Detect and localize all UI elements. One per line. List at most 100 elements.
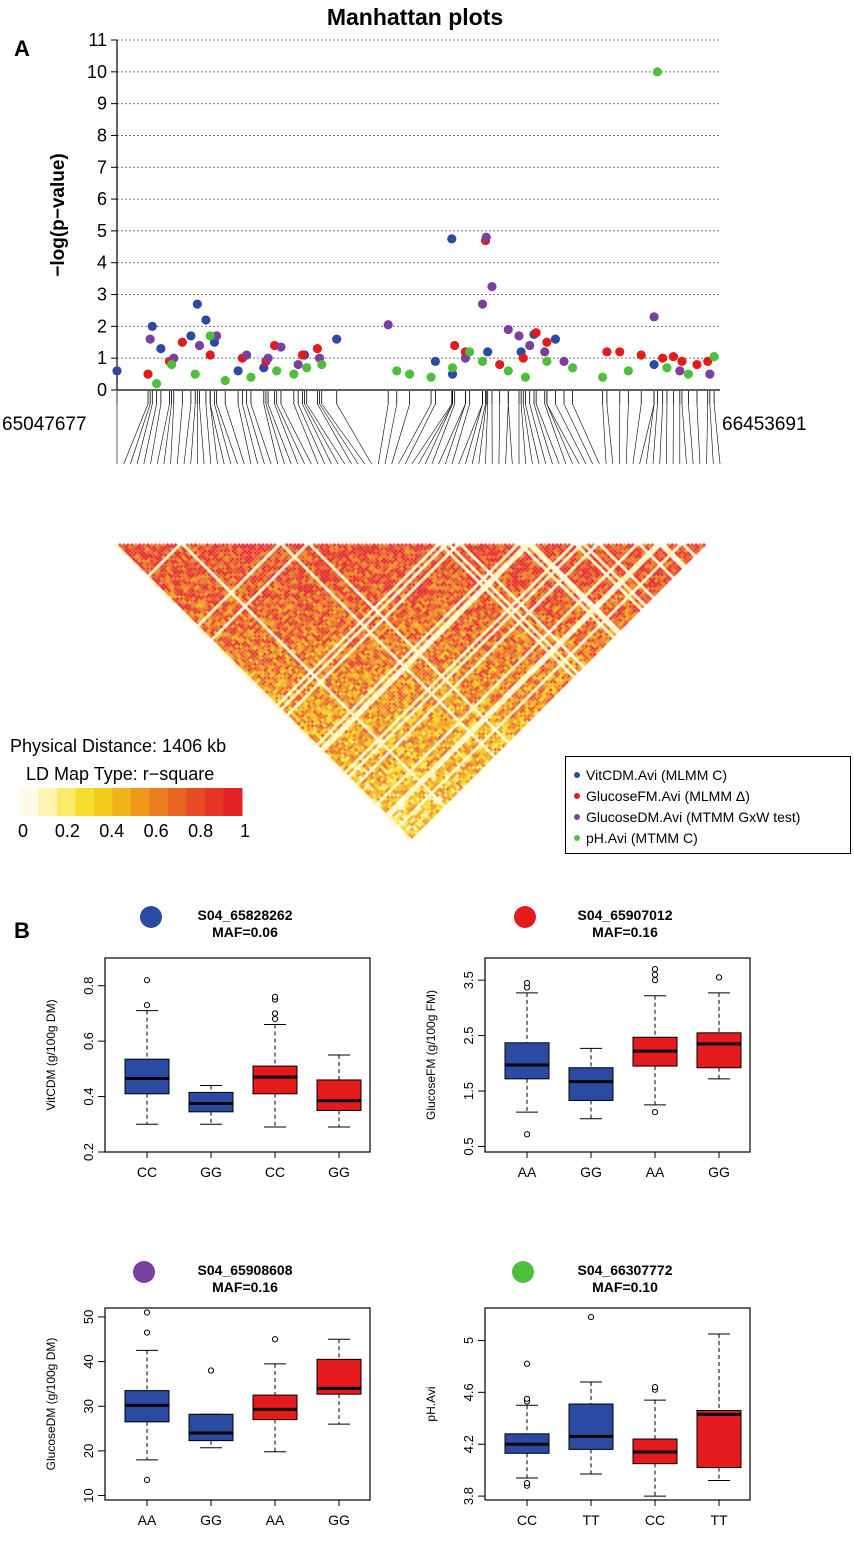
snp-connector bbox=[555, 403, 587, 465]
y-tick-label: 10 bbox=[81, 1488, 96, 1502]
panel-a-label: A bbox=[14, 36, 30, 61]
panel-b-label: B bbox=[14, 918, 30, 943]
snp-marker-glucosefm bbox=[514, 906, 536, 928]
y-tick-label: 9 bbox=[97, 94, 107, 114]
data-point bbox=[143, 369, 153, 379]
x-tick-label: TT bbox=[710, 1512, 728, 1528]
data-point bbox=[542, 337, 552, 347]
data-point bbox=[649, 359, 659, 370]
snp-connector bbox=[535, 403, 560, 465]
legend-item-vitcdm: VitCDM.Avi (MLMM C) bbox=[574, 765, 727, 785]
outlier bbox=[271, 1010, 279, 1017]
data-point bbox=[383, 320, 393, 330]
snp-connector bbox=[265, 403, 285, 465]
data-point bbox=[272, 366, 282, 376]
data-point bbox=[212, 331, 222, 341]
snp-connector bbox=[522, 403, 533, 465]
y-tick-label: 1.5 bbox=[461, 1082, 476, 1100]
data-point bbox=[151, 379, 162, 389]
plot-frame bbox=[484, 957, 751, 1153]
snp-connector bbox=[546, 403, 573, 465]
snp-connector bbox=[205, 403, 212, 465]
snp-connector bbox=[404, 403, 436, 465]
data-point bbox=[263, 353, 273, 363]
data-point bbox=[649, 312, 659, 322]
scale-swatch bbox=[57, 788, 76, 816]
legend-item-ph: pH.Avi (MTMM C) bbox=[574, 828, 698, 848]
data-point bbox=[531, 328, 541, 338]
y-tick-label: 10 bbox=[87, 62, 107, 82]
ld-distance-label: Physical Distance: 1406 kb bbox=[10, 736, 227, 756]
snp-connector bbox=[170, 403, 175, 465]
snp-connector bbox=[465, 403, 483, 465]
legend-marker bbox=[574, 835, 580, 842]
outlier bbox=[523, 1360, 531, 1367]
scale-swatch bbox=[223, 788, 243, 816]
snp-connector bbox=[520, 403, 526, 465]
snp-connector bbox=[418, 403, 453, 465]
boxplot-vitcdm: 0.2 0.4 0.6 0.8 VitCDM (g/100g DM) CC GG CC GG bbox=[44, 957, 371, 1180]
snp-connector bbox=[378, 403, 389, 465]
y-tick-label: 2.5 bbox=[461, 1027, 476, 1045]
snp-connector bbox=[498, 403, 500, 465]
data-point bbox=[703, 356, 713, 366]
snp-connector bbox=[505, 403, 509, 465]
scale-tick-label: 0.6 bbox=[144, 821, 169, 841]
snp-connector bbox=[563, 403, 593, 465]
box bbox=[696, 1032, 742, 1069]
snp-connector bbox=[485, 403, 488, 465]
scale-swatch bbox=[131, 788, 150, 816]
y-tick-label: 0 bbox=[97, 380, 107, 400]
outlier bbox=[523, 1395, 531, 1402]
snp-connector bbox=[652, 403, 658, 465]
snp-connector bbox=[190, 403, 196, 465]
outlier bbox=[143, 977, 151, 984]
x-tick-label: CC bbox=[517, 1512, 537, 1528]
data-point bbox=[233, 366, 243, 376]
box bbox=[568, 1067, 614, 1101]
boxplot-ph: 3.8 4.2 4.6 5 pH.Avi CC TT CC TT bbox=[424, 1307, 751, 1528]
y-tick-label: 30 bbox=[81, 1399, 96, 1413]
data-point bbox=[483, 347, 493, 357]
boxplot-glucosedm: 10 20 30 40 50 GlucoseDM (g/100g DM) AA GG AA GG bbox=[44, 1307, 371, 1528]
snp-connector bbox=[143, 403, 157, 465]
data-point bbox=[705, 369, 715, 379]
data-point bbox=[525, 340, 535, 351]
snp-connector bbox=[681, 403, 687, 465]
data-point bbox=[514, 331, 524, 341]
outlier bbox=[651, 1384, 659, 1391]
x-tick-label: CC bbox=[137, 1164, 157, 1180]
snp-connector bbox=[214, 403, 232, 465]
legend-label: GlucoseDM.Avi (MTMM GxW test) bbox=[586, 809, 801, 825]
box bbox=[696, 1409, 742, 1469]
snp-connector bbox=[606, 403, 614, 465]
outlier bbox=[651, 965, 659, 973]
outlier bbox=[651, 971, 659, 978]
snp-connector bbox=[224, 403, 245, 465]
y-tick-label: 20 bbox=[81, 1444, 96, 1458]
data-point bbox=[623, 366, 633, 376]
snp-connector bbox=[246, 403, 265, 465]
y-tick-label: 0.5 bbox=[461, 1137, 476, 1155]
boxplot-4-title: S04_66307772 MAF=0.10 bbox=[577, 1262, 673, 1295]
snp-connector bbox=[156, 403, 170, 465]
scale-swatch bbox=[149, 788, 169, 816]
data-point bbox=[156, 344, 166, 354]
x-tick-label: GG bbox=[328, 1512, 350, 1528]
x-tick-label: CC bbox=[645, 1512, 665, 1528]
region-start-label: 65047677 bbox=[2, 414, 87, 435]
x-tick-label: GG bbox=[328, 1164, 350, 1180]
snp-connector bbox=[646, 403, 655, 465]
box bbox=[124, 1058, 170, 1095]
data-point bbox=[465, 347, 475, 357]
snp-connector bbox=[696, 403, 701, 465]
outlier bbox=[271, 1015, 279, 1023]
plot-frame bbox=[104, 1307, 371, 1501]
y-tick-label: 5 bbox=[97, 221, 107, 241]
outlier bbox=[523, 1131, 531, 1138]
y-tick-label: 50 bbox=[81, 1310, 96, 1324]
snp-connector bbox=[267, 403, 292, 465]
data-point bbox=[190, 369, 200, 379]
data-point bbox=[615, 347, 625, 357]
data-point bbox=[147, 321, 157, 331]
